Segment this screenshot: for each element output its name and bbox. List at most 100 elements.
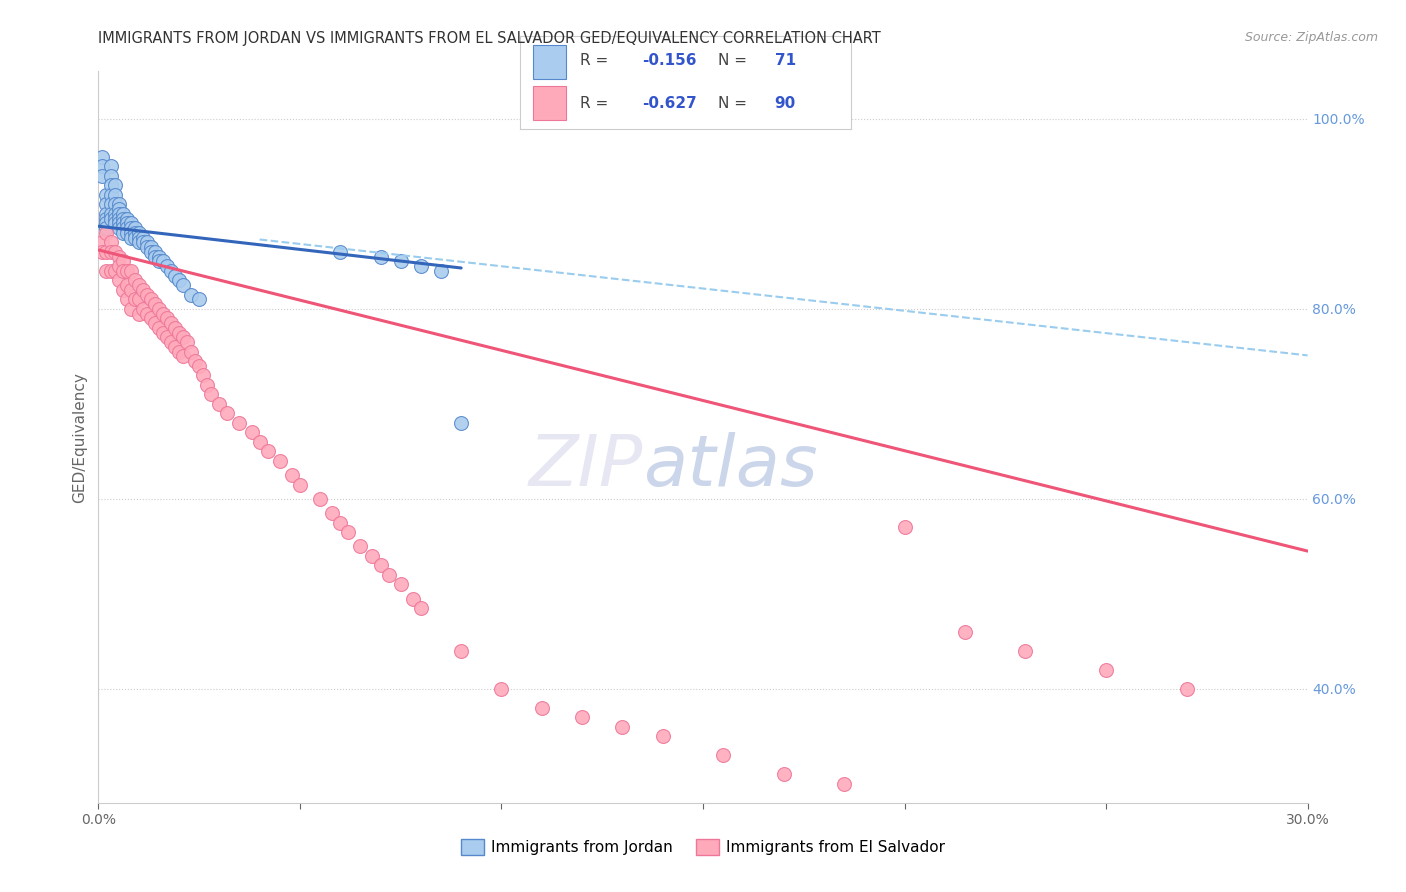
Point — [160, 264, 183, 278]
Point — [1175, 681, 1198, 696]
Point — [167, 326, 190, 340]
Point — [107, 197, 129, 211]
Point — [160, 335, 183, 350]
Point — [100, 178, 122, 193]
Bar — [533, 45, 567, 78]
Point — [409, 601, 432, 615]
Text: atlas: atlas — [643, 432, 817, 500]
Point — [139, 293, 162, 307]
Point — [107, 250, 129, 264]
Point — [115, 211, 138, 226]
Point — [832, 777, 855, 791]
Point — [115, 226, 138, 240]
Point — [100, 211, 122, 226]
Point — [139, 240, 162, 254]
Point — [139, 244, 162, 259]
Bar — [533, 87, 567, 120]
Point — [893, 520, 915, 534]
Point — [107, 273, 129, 287]
Point — [128, 226, 150, 240]
Point — [91, 150, 114, 164]
Point — [100, 187, 122, 202]
Point — [184, 354, 207, 368]
Point — [91, 244, 114, 259]
Point — [156, 330, 179, 344]
Point — [772, 767, 794, 781]
Point — [100, 235, 122, 250]
Point — [128, 230, 150, 244]
Point — [409, 259, 432, 273]
Point — [124, 226, 146, 240]
Point — [172, 330, 194, 344]
Point — [188, 359, 211, 373]
Text: N =: N = — [718, 95, 748, 111]
Point — [329, 244, 352, 259]
Point — [180, 344, 202, 359]
Point — [180, 287, 202, 301]
Point — [115, 216, 138, 230]
Point — [288, 477, 311, 491]
Point — [612, 720, 634, 734]
Point — [329, 516, 352, 530]
Point — [96, 197, 118, 211]
Point — [124, 273, 146, 287]
Point — [430, 264, 453, 278]
Point — [120, 216, 142, 230]
Point — [96, 211, 118, 226]
Point — [389, 254, 412, 268]
Point — [135, 240, 157, 254]
Point — [120, 264, 142, 278]
Point — [571, 710, 593, 724]
Text: 90: 90 — [775, 95, 796, 111]
Text: N =: N = — [718, 54, 748, 69]
Point — [111, 226, 134, 240]
Point — [111, 221, 134, 235]
Point — [111, 211, 134, 226]
Text: -0.627: -0.627 — [643, 95, 697, 111]
Point — [135, 235, 157, 250]
Text: ZIP: ZIP — [529, 432, 643, 500]
Point — [176, 335, 198, 350]
Point — [172, 278, 194, 293]
Point — [139, 311, 162, 326]
Point — [111, 254, 134, 268]
Point — [111, 216, 134, 230]
Point — [100, 169, 122, 183]
Point — [100, 197, 122, 211]
Point — [128, 293, 150, 307]
Point — [651, 729, 673, 743]
Point — [167, 344, 190, 359]
Point — [120, 301, 142, 316]
Point — [100, 207, 122, 221]
Point — [377, 567, 399, 582]
Point — [103, 178, 125, 193]
Point — [91, 159, 114, 173]
Point — [217, 406, 239, 420]
Point — [96, 244, 118, 259]
Point — [256, 444, 278, 458]
Point — [156, 259, 179, 273]
Point — [107, 202, 129, 216]
Text: -0.156: -0.156 — [643, 54, 697, 69]
Point — [389, 577, 412, 591]
Text: R =: R = — [579, 54, 607, 69]
Point — [1014, 644, 1036, 658]
Point — [115, 278, 138, 293]
Point — [132, 235, 155, 250]
Point — [240, 425, 263, 440]
Point — [711, 748, 734, 763]
Point — [156, 311, 179, 326]
Point — [111, 264, 134, 278]
Legend: Immigrants from Jordan, Immigrants from El Salvador: Immigrants from Jordan, Immigrants from … — [454, 833, 952, 861]
Point — [107, 211, 129, 226]
Point — [96, 187, 118, 202]
Point — [128, 307, 150, 321]
Point — [120, 221, 142, 235]
Point — [128, 278, 150, 293]
Point — [103, 207, 125, 221]
Point — [103, 264, 125, 278]
Point — [107, 216, 129, 230]
Point — [148, 321, 170, 335]
Point — [349, 539, 371, 553]
Point — [402, 591, 425, 606]
